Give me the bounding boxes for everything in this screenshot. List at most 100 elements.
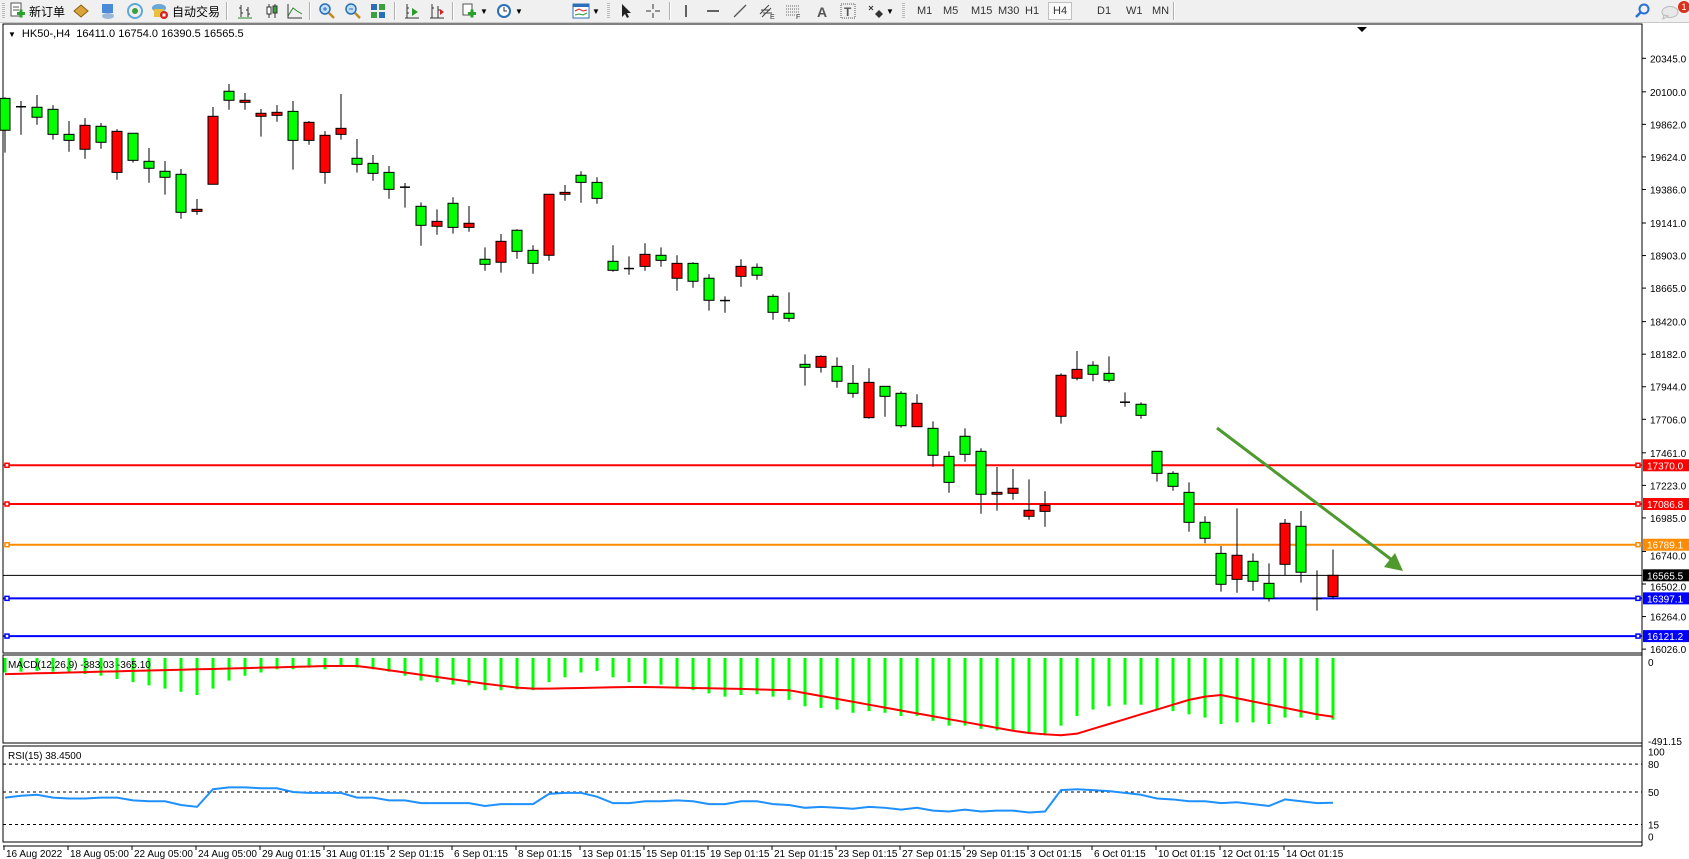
- timeframe-h4-button[interactable]: H4: [1048, 2, 1073, 20]
- candle[interactable]: [959, 428, 971, 462]
- horizontal-level-line-handle-right[interactable]: [1635, 462, 1641, 469]
- toolbar-grip[interactable]: [902, 3, 905, 19]
- chart-shift-button[interactable]: [403, 2, 421, 20]
- horizontal-level-line-handle-left[interactable]: [4, 595, 10, 602]
- candle[interactable]: [911, 394, 923, 428]
- cursor-button[interactable]: [617, 2, 635, 20]
- candle[interactable]: [479, 247, 491, 271]
- candle[interactable]: [383, 165, 395, 199]
- candle[interactable]: [735, 259, 747, 287]
- trendline-button[interactable]: [731, 2, 749, 20]
- candle[interactable]: [1039, 491, 1051, 527]
- candle[interactable]: [943, 451, 955, 493]
- candle[interactable]: [351, 139, 363, 173]
- candle[interactable]: [1071, 351, 1083, 381]
- candle[interactable]: [703, 274, 715, 311]
- candle[interactable]: [223, 84, 235, 110]
- candle[interactable]: [1055, 373, 1067, 424]
- candle[interactable]: [287, 100, 299, 170]
- candle[interactable]: [303, 120, 315, 145]
- horizontal-level-line-handle-left[interactable]: [4, 462, 10, 469]
- candle[interactable]: [415, 202, 427, 246]
- candle[interactable]: [927, 421, 939, 467]
- candle[interactable]: [624, 256, 634, 275]
- candle[interactable]: [143, 148, 155, 183]
- candle[interactable]: [1023, 479, 1035, 520]
- indicators-button[interactable]: ▼: [460, 2, 488, 20]
- candle[interactable]: [767, 294, 779, 320]
- timeframe-mn-button[interactable]: MN: [1152, 5, 1170, 17]
- market-watch-button[interactable]: [72, 2, 90, 20]
- candle[interactable]: [671, 255, 683, 291]
- horizontal-level-line-handle-left[interactable]: [4, 633, 10, 639]
- zoom-in-button[interactable]: [318, 2, 336, 20]
- timeframe-d1-button[interactable]: D1: [1097, 5, 1112, 17]
- candle[interactable]: [463, 206, 475, 232]
- candle[interactable]: [447, 197, 459, 234]
- candle[interactable]: [607, 245, 619, 272]
- trend-arrow-line[interactable]: [1216, 426, 1393, 562]
- candle[interactable]: [591, 177, 603, 204]
- candle[interactable]: [335, 93, 347, 140]
- candle[interactable]: [111, 129, 123, 180]
- candle[interactable]: [1247, 553, 1259, 591]
- candle[interactable]: [895, 391, 907, 428]
- search-button[interactable]: [1633, 2, 1651, 20]
- timeframe-m1-button[interactable]: M1: [917, 5, 933, 17]
- candle[interactable]: [1120, 392, 1130, 407]
- new-order-button[interactable]: 新订单: [8, 2, 65, 20]
- data-window-button[interactable]: [99, 2, 117, 20]
- tile-windows-button[interactable]: [369, 2, 387, 20]
- candle[interactable]: [400, 183, 410, 208]
- candle[interactable]: [47, 105, 59, 140]
- candle[interactable]: [1215, 545, 1227, 592]
- toolbar-grip[interactable]: [2, 3, 5, 19]
- candle[interactable]: [1279, 519, 1291, 576]
- candle[interactable]: [319, 131, 331, 184]
- candle[interactable]: [720, 296, 730, 313]
- candle[interactable]: [431, 209, 443, 235]
- candle[interactable]: [783, 292, 795, 322]
- candle[interactable]: [511, 229, 523, 259]
- timeframe-w1-button[interactable]: W1: [1126, 5, 1143, 17]
- horizontal-level-line-handle-left[interactable]: [4, 501, 10, 507]
- autoscroll-button[interactable]: [428, 2, 446, 20]
- candle[interactable]: [127, 132, 139, 163]
- candle[interactable]: [495, 233, 507, 273]
- candle[interactable]: [1199, 516, 1211, 544]
- candle[interactable]: [815, 355, 827, 373]
- equidistant-channel-button[interactable]: E: [758, 2, 776, 20]
- candle[interactable]: [1007, 468, 1019, 500]
- bar-chart-button[interactable]: [236, 2, 254, 20]
- crosshair-button[interactable]: [644, 2, 662, 20]
- candle[interactable]: [0, 97, 11, 153]
- chat-button[interactable]: [1660, 2, 1680, 20]
- candle[interactable]: [1135, 402, 1147, 419]
- candle[interactable]: [239, 93, 251, 110]
- candle[interactable]: [863, 368, 875, 419]
- candle[interactable]: [559, 184, 571, 201]
- candle[interactable]: [751, 263, 763, 280]
- candle[interactable]: [831, 357, 843, 388]
- candle[interactable]: [1167, 471, 1179, 491]
- timeframe-m5-button[interactable]: M5: [943, 5, 959, 17]
- candle[interactable]: [991, 467, 1003, 511]
- timeframe-m15-button[interactable]: M15: [971, 5, 993, 17]
- candlestick-button[interactable]: [263, 2, 281, 20]
- templates-button[interactable]: ▼: [572, 2, 600, 20]
- periods-button[interactable]: ▼: [495, 2, 523, 20]
- candle[interactable]: [687, 262, 699, 288]
- candle[interactable]: [1231, 508, 1243, 593]
- candle[interactable]: [1263, 563, 1275, 602]
- candle[interactable]: [159, 161, 171, 195]
- candle[interactable]: [191, 199, 203, 215]
- candle[interactable]: [1312, 570, 1322, 611]
- horizontal-line-button[interactable]: [704, 2, 722, 20]
- candle[interactable]: [1183, 482, 1195, 532]
- candle[interactable]: [175, 168, 187, 219]
- arrows-button[interactable]: ▼: [866, 2, 894, 20]
- candle[interactable]: [527, 245, 539, 274]
- chart-shift-marker-icon[interactable]: [1357, 27, 1367, 32]
- line-chart-button[interactable]: [286, 2, 304, 20]
